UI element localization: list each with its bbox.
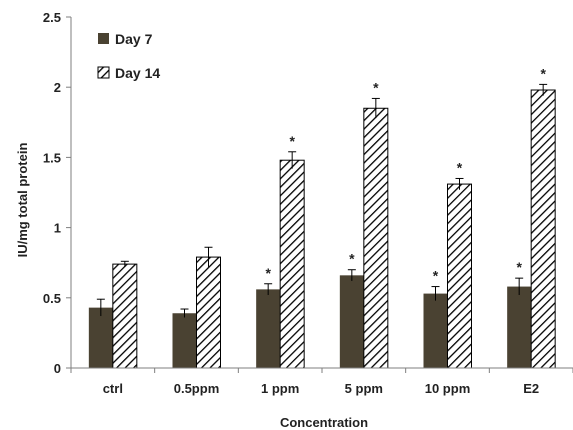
y-tick-label: 2.5 (43, 10, 61, 25)
x-tick-label: E2 (523, 381, 539, 396)
significance-star: * (516, 259, 522, 275)
bar-day-14 (279, 159, 305, 369)
bar-day-7 (88, 307, 113, 368)
y-tick-label: 1 (54, 221, 61, 236)
legend: Day 7 Day 14 (97, 31, 160, 81)
significance-star: * (540, 65, 546, 81)
significance-star: * (265, 265, 271, 281)
x-axis-ticks: ctrl 0.5ppm 1 ppm 5 ppm 10 ppm E2 (70, 368, 573, 396)
y-tick-label: 2 (54, 80, 61, 95)
bar-day-14 (196, 256, 221, 369)
significance-star: * (349, 251, 355, 267)
bar-day-7 (339, 275, 364, 368)
y-axis-ticks: 0 0.5 1 1.5 2 2.5 (43, 10, 71, 376)
legend-label-day-7: Day 7 (115, 31, 153, 47)
bar-day-14 (363, 107, 389, 369)
bar-day-7 (423, 293, 448, 368)
x-tick-label: 0.5ppm (174, 381, 220, 396)
significance-star: * (433, 268, 439, 284)
x-tick-label: ctrl (103, 381, 123, 396)
y-tick-label: 1.5 (43, 150, 61, 165)
x-tick-label: 10 ppm (425, 381, 471, 396)
y-tick-label: 0 (54, 361, 61, 376)
y-axis-title: IU/mg total protein (15, 143, 30, 258)
x-axis-title: Concentration (280, 415, 368, 430)
significance-star: * (289, 133, 295, 149)
x-tick-label: 5 ppm (345, 381, 383, 396)
bars: * * * * * * * * (88, 65, 556, 369)
significance-star: * (457, 159, 463, 175)
y-tick-label: 0.5 (43, 291, 61, 306)
bar-day-14 (447, 183, 472, 369)
x-tick-label: 1 ppm (261, 381, 299, 396)
legend-swatch-day-7 (98, 33, 109, 44)
significance-star: * (373, 79, 379, 95)
bar-day-7 (256, 289, 281, 368)
bar-day-7 (172, 313, 197, 368)
legend-swatch-day-14 (97, 66, 110, 79)
bar-day-14 (112, 263, 138, 369)
bar-day-14 (530, 89, 556, 369)
legend-label-day-14: Day 14 (115, 65, 160, 81)
bar-day-7 (507, 286, 532, 368)
